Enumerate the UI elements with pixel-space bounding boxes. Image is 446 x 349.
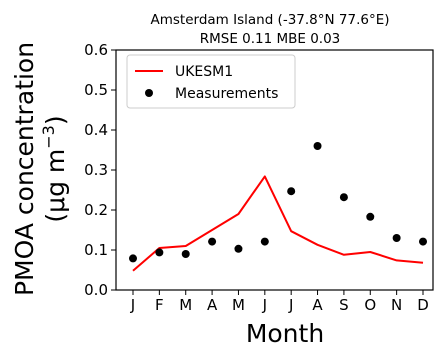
y-tick-label: 0.1 — [84, 241, 108, 259]
y-tick-label: 0.6 — [84, 41, 108, 59]
x-tick-label: J — [262, 296, 267, 314]
y-unit-suffix: ) — [41, 115, 70, 125]
measurement-point — [339, 193, 348, 202]
measurement-point — [208, 237, 217, 246]
measurement-point — [392, 234, 401, 242]
y-tick-label: 0.4 — [84, 121, 108, 139]
x-axis-title: Month — [246, 319, 324, 348]
measurement-point — [366, 212, 375, 221]
y-axis-title-main-wrap: PMOA concentration — [10, 42, 39, 296]
y-axis-title-unit-wrap: (μg m−3) — [39, 115, 70, 222]
y-axis-title-main: PMOA concentration — [10, 42, 39, 296]
y-tick-label: 0.0 — [84, 281, 108, 299]
measurement-point — [419, 237, 427, 246]
measurement-point — [260, 237, 269, 246]
x-tick-label: A — [312, 296, 323, 314]
y-tick-label: 0.5 — [84, 81, 108, 99]
x-tick-label: F — [155, 296, 164, 314]
y-axis-title-unit: (μg m−3) — [39, 115, 70, 222]
measurement-point — [313, 142, 322, 150]
measurement-point — [181, 250, 190, 258]
x-tick-label: M — [232, 296, 245, 314]
series-line-ukesm1 — [132, 175, 424, 272]
x-tick-label: J — [288, 296, 293, 314]
legend-marker-swatch — [145, 89, 153, 97]
y-tick-label: 0.3 — [84, 161, 108, 179]
y-unit-exponent: −3 — [39, 125, 58, 149]
x-tick-label: S — [339, 296, 349, 314]
legend-label-ukesm1: UKESM1 — [175, 64, 233, 80]
x-tick-label: A — [207, 296, 218, 314]
y-tick-label: 0.2 — [84, 201, 108, 219]
x-tick-label: M — [179, 296, 192, 314]
y-unit-prefix: (μg m — [41, 149, 70, 223]
legend-label-measurements: Measurements — [175, 86, 278, 102]
y-axis: 0.0 0.1 0.2 0.3 0.4 0.5 0.6 — [84, 41, 116, 299]
x-tick-label: J — [130, 296, 135, 314]
chart-subtitle: RMSE 0.11 MBE 0.03 — [200, 31, 341, 47]
measurement-point — [129, 254, 137, 263]
series-layer — [129, 142, 427, 272]
measurement-point — [155, 248, 164, 257]
x-tick-label: N — [391, 296, 402, 314]
chart-title: Amsterdam Island (-37.8°N 77.6°E) — [150, 12, 389, 28]
legend-box — [126, 54, 296, 109]
x-tick-label: D — [417, 296, 429, 314]
measurement-point — [287, 187, 296, 196]
legend: UKESM1 Measurements — [126, 54, 296, 109]
measurement-point — [234, 244, 243, 253]
x-tick-label: O — [364, 296, 376, 314]
